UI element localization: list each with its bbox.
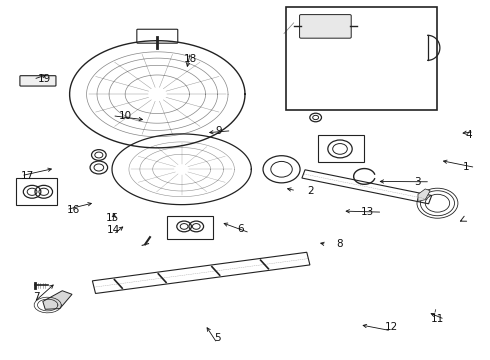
Text: 14: 14 xyxy=(107,225,120,235)
Text: 10: 10 xyxy=(119,111,132,121)
Text: 13: 13 xyxy=(361,207,374,217)
FancyBboxPatch shape xyxy=(299,15,351,38)
Polygon shape xyxy=(43,291,72,309)
Text: 7: 7 xyxy=(33,292,40,302)
Text: 18: 18 xyxy=(184,54,197,64)
Text: 6: 6 xyxy=(237,224,244,234)
Text: 8: 8 xyxy=(337,239,343,249)
FancyBboxPatch shape xyxy=(20,76,56,86)
Text: 16: 16 xyxy=(67,204,80,215)
Text: 12: 12 xyxy=(385,322,398,332)
Text: 11: 11 xyxy=(431,314,444,324)
Polygon shape xyxy=(418,189,430,202)
Text: 2: 2 xyxy=(307,186,314,196)
Text: 9: 9 xyxy=(215,126,221,136)
Text: 17: 17 xyxy=(21,171,34,181)
Text: 1: 1 xyxy=(463,162,469,172)
Text: 3: 3 xyxy=(415,177,421,187)
Text: 5: 5 xyxy=(214,333,220,343)
Text: 4: 4 xyxy=(466,130,472,140)
Text: 19: 19 xyxy=(38,74,51,84)
Text: 15: 15 xyxy=(106,213,119,223)
